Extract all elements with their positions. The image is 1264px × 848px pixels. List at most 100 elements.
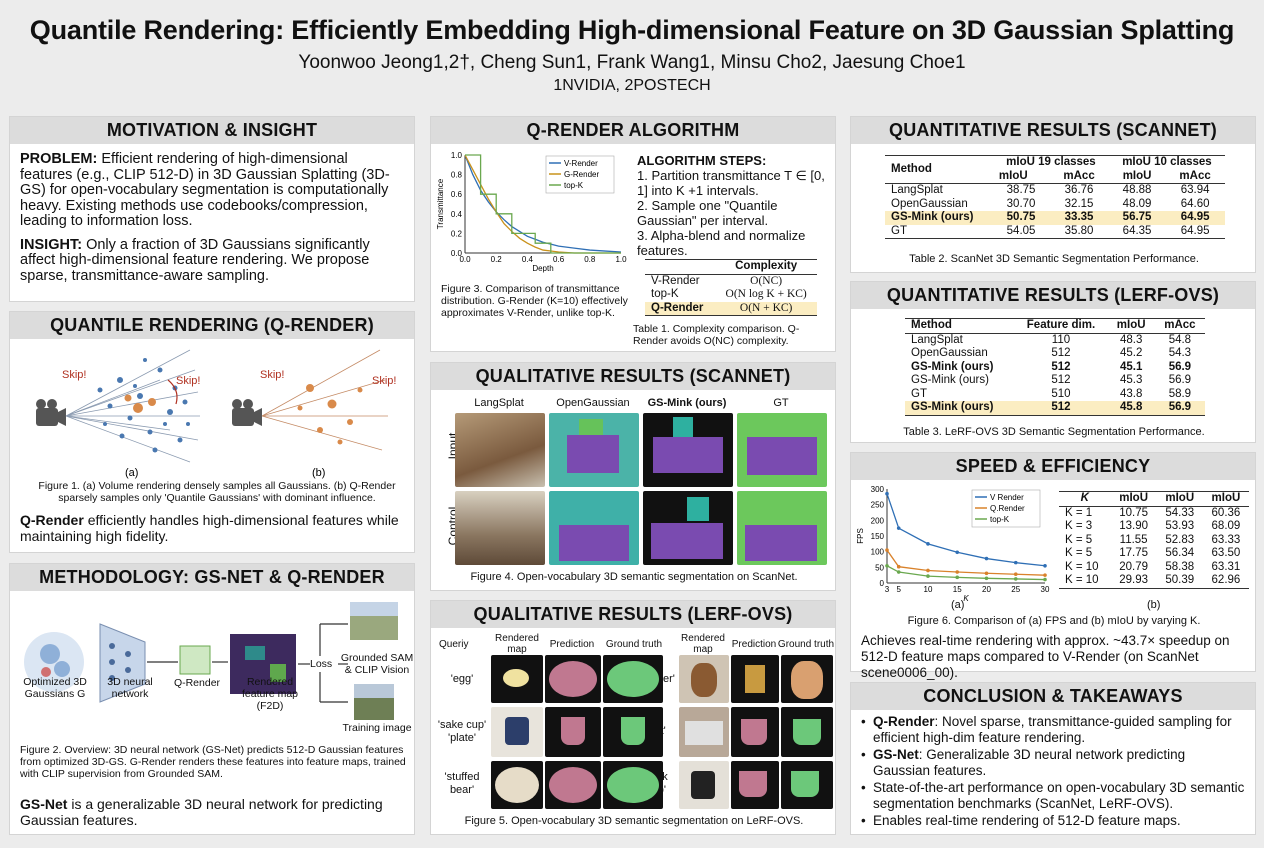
lerf-plate-gt (603, 761, 663, 809)
gaussian-cloud (24, 632, 84, 692)
data-point (1043, 573, 1047, 577)
problem-label: PROBLEM: (20, 151, 98, 167)
quant-scannet-panel: QUANTITATIVE RESULTS (SCANNET) Method mIo… (850, 116, 1256, 273)
speed-label-b: (b) (1147, 599, 1161, 611)
lerf-table: Method Feature dim. mIoU mAcc LangSplat 110 4… (905, 318, 1205, 416)
speed-summary: Achieves real-time rendering with approx… (861, 633, 1230, 680)
affiliations: 1NVIDIA, 2POSTECH (553, 77, 711, 94)
table-cell: K = 3 (1065, 520, 1093, 532)
data-point (955, 550, 960, 555)
data-point (984, 556, 989, 561)
table-row: GS-Mink (ours) 50.75 33.35 56.75 64.95 (885, 211, 1225, 225)
skip-label-b: Skip! (260, 369, 284, 381)
col-opengaussian: OpenGaussian (556, 397, 630, 409)
table-cell: 512 (1051, 401, 1071, 413)
col-langsplat: LangSplat (474, 397, 524, 409)
y-axis-label: FPS (856, 528, 865, 544)
table-cell: 64.95 (1180, 211, 1210, 223)
camera-b-icon (232, 399, 262, 426)
algorithm-title: Q-RENDER ALGORITHM (431, 117, 835, 144)
authors: Yoonwoo Jeong1,2†, Cheng Sun1, Frank Wan… (298, 52, 966, 73)
y-axis-label: Transmittance (436, 178, 445, 229)
qrender-bold: Q-Render (20, 512, 84, 528)
conclusion-item: Enables real-time rendering of 512-D fea… (859, 813, 1245, 829)
figure2-diagram (24, 602, 398, 720)
gsnet-text: is a generalizable 3D neural network for… (20, 796, 383, 828)
conclusion-bold: Q-Render (873, 714, 935, 729)
speed-head: mIoU (1119, 492, 1148, 504)
y-tick-label: 0.6 (451, 190, 463, 199)
data-point (1043, 563, 1047, 568)
table-cell: 38.75 (1006, 184, 1036, 196)
table-row: K = 5 17.75 56.34 63.50 (1059, 547, 1249, 561)
series-line (464, 154, 622, 253)
label-featuremap: Rendered feature map (F2D) (241, 676, 299, 712)
table-cell: 56.75 (1122, 211, 1152, 223)
skip-label-b2: Skip! (372, 375, 396, 387)
table-row: K = 10 20.79 58.38 63.31 (1059, 561, 1249, 575)
lerf-cup-rendered (491, 707, 543, 757)
table-cell: 54.8 (1168, 333, 1192, 346)
query-sake-cup: 'sake cup' 'plate' (437, 719, 487, 744)
qrender-text: efficiently handles high-dimensional fea… (20, 512, 399, 544)
scannet-gt-input (737, 413, 827, 487)
table-cell: OpenGaussian (911, 347, 988, 359)
head-rendered-map: Rendered map (495, 633, 539, 655)
head-prediction: Prediction (549, 639, 595, 650)
speed-head: K (1080, 492, 1089, 504)
lerf-head: Method (911, 319, 952, 331)
quant-scannet-title: QUANTITATIVE RESULTS (SCANNET) (851, 117, 1255, 144)
table-cell: 45.8 (1119, 401, 1143, 413)
lerf-darkcup-gt (781, 761, 833, 809)
x-axis-label: Depth (532, 264, 553, 273)
table-cell: 50.75 (1006, 211, 1036, 223)
table-cell: 36.76 (1064, 184, 1094, 196)
table-cell: 48.09 (1122, 197, 1152, 210)
table-cell: GS-Mink (ours) (911, 360, 994, 373)
lerf-egg-rendered (491, 655, 543, 703)
table-row: LangSplat 38.75 36.76 48.88 63.94 (885, 184, 1225, 198)
complexity-method: top-K (651, 288, 679, 300)
table1-caption: Table 1. Complexity comparison. Q-Render… (633, 323, 800, 347)
table-cell: 512 (1051, 347, 1071, 359)
scannet-opengaussian-input (549, 413, 639, 487)
complexity-value: O(N log K + KC) (725, 288, 807, 300)
lerf-plate-prediction (545, 761, 601, 809)
table-cell: K = 5 (1065, 533, 1093, 546)
scannet-subhead: mIoU (1122, 169, 1152, 182)
poster-header: Quantile Rendering: Efficiently Embeddin… (0, 0, 1264, 106)
methodology-panel: METHODOLOGY: GS-NET & Q-RENDER Optimized… (9, 563, 415, 835)
label-sam: Grounded SAM & CLIP Vision (340, 652, 414, 676)
table-cell: 62.96 (1211, 574, 1241, 586)
figure5-caption: Figure 5. Open-vocabulary 3D semantic se… (464, 815, 804, 827)
table-cell: 512 (1051, 374, 1071, 386)
data-point (1013, 577, 1018, 581)
table-cell: 58.9 (1168, 387, 1192, 400)
table-cell: 64.60 (1180, 197, 1210, 210)
table-cell: 35.80 (1064, 224, 1094, 237)
qrender-summary: Q-Render efficiently handles high-dimens… (20, 512, 406, 544)
table-cell: GT (891, 224, 907, 237)
qual-scannet-title: QUALITATIVE RESULTS (SCANNET) (431, 363, 835, 390)
table-cell: 60.36 (1211, 506, 1241, 519)
label-gaussians: Optimized 3D Gaussians G (23, 676, 87, 700)
figure3-caption: Figure 3. Comparison of transmittance di… (441, 283, 628, 319)
speed-label-a: (a) (951, 599, 965, 611)
steps-title: ALGORITHM STEPS: (637, 153, 767, 168)
table-cell: 33.35 (1064, 211, 1094, 223)
lerf-toaster-gt (781, 655, 833, 703)
table-cell: 29.93 (1119, 574, 1149, 586)
skip-label-a2: Skip! (176, 375, 200, 387)
conclusion-bold: GS-Net (873, 747, 919, 762)
table-cell: OpenGaussian (891, 197, 968, 210)
x-tick-label: 0.4 (522, 255, 534, 264)
table-cell: GS-Mink (ours) (911, 401, 994, 413)
data-point (885, 548, 889, 552)
speed-title: SPEED & EFFICIENCY (851, 453, 1255, 480)
scannet-langsplat-control (455, 491, 545, 565)
complexity-table: Complexity V-Render O(NC) top-K O(N log K … (645, 259, 817, 316)
table-cell: 63.94 (1180, 184, 1210, 196)
data-point (984, 576, 989, 581)
y-tick-label: 50 (875, 563, 884, 572)
